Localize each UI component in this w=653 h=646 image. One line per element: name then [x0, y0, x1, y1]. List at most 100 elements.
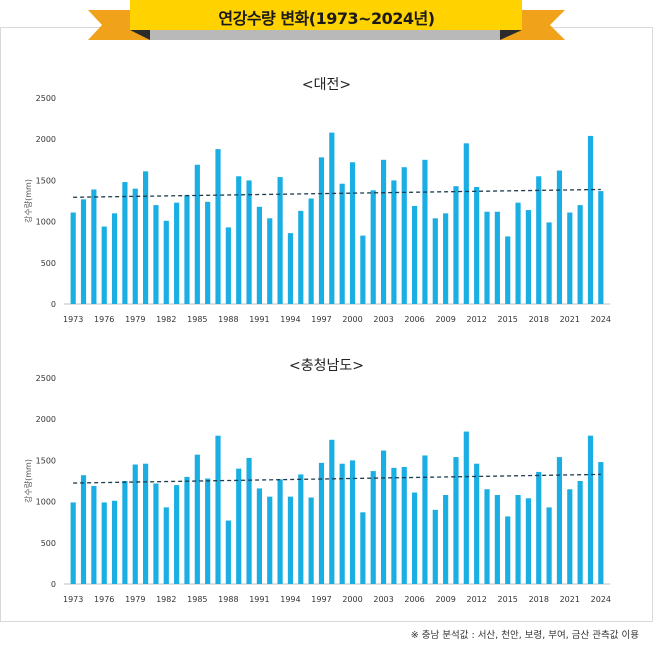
x-tick-label: 1994: [280, 315, 300, 324]
bar-2021: [567, 489, 573, 584]
bar-2020: [556, 170, 563, 304]
x-tick-label: 2015: [498, 595, 518, 604]
bar-1981: [153, 483, 159, 584]
bar-2015: [505, 236, 511, 304]
x-tick-label: 1973: [63, 595, 83, 604]
bar-2003: [380, 450, 387, 584]
bar-2005: [401, 466, 407, 584]
x-tick-label: 2003: [373, 595, 393, 604]
bar-1986: [205, 201, 211, 304]
bar-1985: [194, 164, 200, 304]
x-tick-label: 2003: [373, 315, 393, 324]
bar-1998: [329, 439, 335, 584]
bar-1975: [91, 485, 97, 584]
bar-1990: [246, 457, 252, 584]
bar-2006: [412, 492, 418, 584]
bar-2018: [536, 471, 542, 584]
bar-2008: [432, 509, 438, 584]
trend-line: [73, 473, 601, 484]
x-tick-label: 1973: [63, 315, 83, 324]
x-tick-label: 1994: [280, 595, 300, 604]
bar-1982: [163, 507, 169, 584]
footnote: ※ 충남 분석값 : 서산, 천안, 보령, 부여, 금산 관측값 이용: [410, 630, 639, 641]
bar-1996: [308, 497, 314, 584]
bar-2010: [453, 457, 459, 584]
bar-1997: [318, 462, 325, 584]
bar-2004: [391, 180, 397, 304]
bar-1984: [184, 195, 190, 304]
bar-1979: [132, 188, 138, 304]
bar-1984: [184, 476, 190, 584]
bar-2024: [598, 462, 604, 584]
y-tick-label: 0: [51, 300, 56, 309]
bar-1973: [70, 502, 76, 584]
bar-2007: [422, 455, 428, 584]
bar-1992: [267, 218, 273, 304]
x-tick-label: 2012: [466, 315, 486, 324]
x-tick-label: 1991: [249, 315, 269, 324]
bar-2014: [494, 495, 500, 584]
y-tick-label: 1000: [36, 498, 56, 507]
bar-2000: [349, 162, 356, 304]
x-tick-label: 2018: [529, 315, 549, 324]
chart-panel: [0, 27, 653, 622]
bar-2006: [412, 205, 418, 304]
bar-2023: [587, 435, 594, 584]
trend-line: [73, 188, 601, 198]
bar-2001: [360, 235, 366, 304]
x-tick-label: 1982: [156, 595, 176, 604]
x-tick-label: 2021: [560, 595, 580, 604]
bar-2020: [556, 457, 563, 584]
x-tick-label: 1979: [125, 595, 145, 604]
bar-2000: [349, 460, 356, 584]
chart-title-chungnam: <충청남도>: [289, 358, 364, 374]
bar-1992: [267, 496, 273, 584]
bar-1973: [70, 212, 76, 304]
bar-2016: [515, 495, 521, 584]
bar-2015: [505, 516, 511, 584]
x-tick-label: 1997: [311, 595, 331, 604]
bar-2017: [525, 210, 531, 304]
bar-1977: [111, 500, 118, 584]
bar-2007: [422, 159, 428, 304]
bar-1978: [122, 481, 128, 584]
bar-1999: [339, 183, 345, 304]
bar-2022: [577, 205, 583, 304]
bar-2012: [474, 463, 480, 584]
x-tick-label: 1988: [218, 315, 238, 324]
bar-1996: [308, 198, 314, 304]
bar-1995: [298, 210, 304, 304]
bar-2009: [443, 213, 449, 304]
bar-1997: [318, 157, 325, 304]
bar-2019: [546, 507, 552, 584]
x-tick-label: 1979: [125, 315, 145, 324]
x-tick-label: 1982: [156, 315, 176, 324]
bar-2016: [515, 202, 521, 304]
bar-1977: [111, 213, 118, 304]
bar-2009: [443, 495, 449, 584]
x-tick-label: 2018: [529, 595, 549, 604]
bar-1988: [225, 520, 231, 584]
bar-2019: [546, 222, 552, 304]
bar-1985: [194, 454, 200, 584]
x-tick-label: 2021: [560, 315, 580, 324]
bar-1979: [132, 464, 138, 584]
x-tick-label: 1985: [187, 315, 207, 324]
bar-1976: [101, 226, 107, 304]
bar-2010: [453, 186, 459, 304]
bar-1978: [122, 182, 128, 304]
bar-1982: [163, 220, 169, 304]
x-tick-label: 1997: [311, 315, 331, 324]
x-tick-label: 1976: [94, 595, 114, 604]
x-tick-label: 2006: [404, 595, 424, 604]
bar-2023: [587, 135, 594, 304]
chart-title-daejeon: <대전>: [301, 77, 352, 93]
bar-2004: [391, 467, 397, 584]
bar-2003: [380, 159, 387, 304]
y-tick-label: 0: [51, 580, 56, 589]
y-tick-label: 1500: [36, 456, 56, 465]
y-tick-label: 2500: [36, 94, 56, 103]
bar-1989: [236, 176, 242, 304]
x-tick-label: 2024: [591, 315, 611, 324]
bar-2012: [474, 186, 480, 304]
